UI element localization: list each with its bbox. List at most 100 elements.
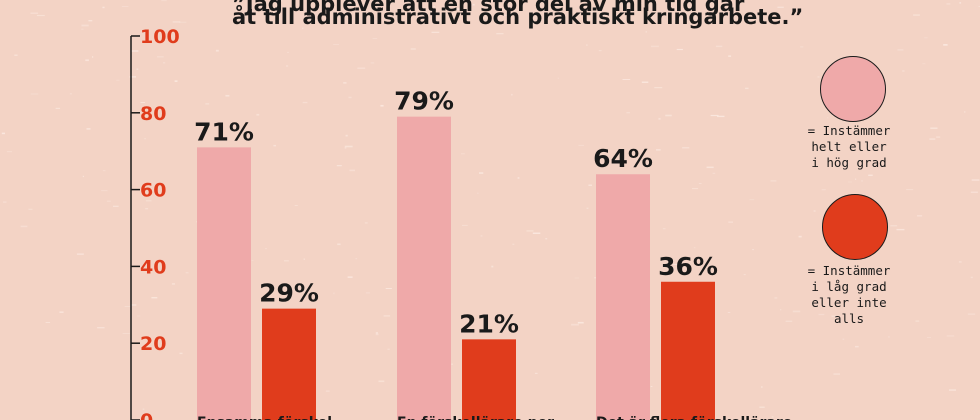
bar [197,147,251,420]
speckle [171,283,175,285]
speckle [69,93,72,95]
speckle [710,114,719,117]
speckle [179,352,183,355]
speckle [370,62,375,64]
speckle [792,310,801,313]
speckle [512,243,515,245]
speckle [813,210,816,212]
speckle [30,93,39,95]
speckle [92,56,94,58]
speckle [728,221,733,223]
speckle [946,3,951,5]
speckle [345,134,348,137]
speckle [336,165,342,167]
speckle [693,247,696,249]
speckle [712,172,716,174]
speckle [76,253,84,255]
y-tick-label: 0 [140,410,153,420]
speckle [348,96,352,99]
speckle [913,14,920,16]
bar [596,174,650,420]
speckle [682,147,690,149]
speckle [821,189,826,191]
speckle [504,14,508,16]
speckle [480,235,483,237]
speckle [676,48,683,51]
speckle [433,5,435,7]
legend-swatch-low [822,194,888,260]
speckle [715,45,723,48]
speckle [890,225,898,227]
speckle [771,416,774,418]
speckle [978,6,980,7]
y-tick-label: 20 [140,333,166,355]
speckle [462,224,468,226]
speckle [205,103,210,105]
speckle [121,6,129,7]
speckle [484,12,490,14]
speckle [344,145,353,148]
speckle [496,33,504,35]
speckle [929,138,936,140]
speckle [662,228,666,230]
speckle [142,408,145,410]
speckle [578,144,584,146]
speckle [6,151,12,153]
speckle [337,243,341,246]
speckle [140,102,146,103]
speckle [727,312,731,313]
speckle [302,27,304,29]
speckle [85,59,89,62]
speckle [106,200,111,202]
speckle [658,117,661,120]
speckle [970,276,973,279]
speckle [479,172,484,174]
y-tick-label: 40 [140,256,166,278]
speckle [902,70,905,72]
speckle [347,276,353,278]
speckle [102,6,105,9]
speckle [897,49,904,51]
speckle [759,406,765,408]
chart-title-line-2: åt till administrativt och praktiskt kri… [232,5,804,29]
speckle [798,235,802,238]
speckle [577,321,584,324]
speckle [131,50,139,52]
speckle [81,28,84,30]
category-label: Det är flera förskollärare [596,415,792,420]
speckle [185,272,189,274]
speckle [827,117,829,119]
speckle [774,297,778,299]
speckle [930,127,938,129]
speckle [831,315,837,318]
speckle [586,207,589,209]
speckle [131,304,137,306]
speckle [543,10,547,12]
speckle [922,63,926,65]
speckle [333,44,339,45]
speckle [172,21,181,23]
speckle [81,24,89,27]
speckle [251,260,254,261]
speckle [161,0,167,2]
speckle [225,94,230,97]
speckle [355,258,358,260]
speckle [431,31,440,33]
speckle [529,22,534,23]
speckle [284,260,289,262]
speckle [946,335,955,337]
legend-label-low: = Instämmer i låg grad eller inte alls [807,263,891,326]
speckle [818,313,825,316]
y-tick-label: 80 [140,103,166,125]
speckle [970,191,978,193]
speckle [28,208,33,210]
speckle [855,345,859,348]
speckle [864,303,867,305]
speckle [842,338,845,340]
speckle [511,93,513,96]
speckle [967,313,976,315]
speckle [364,222,368,224]
speckle [971,179,980,181]
speckle [113,205,119,207]
speckle [888,336,890,338]
